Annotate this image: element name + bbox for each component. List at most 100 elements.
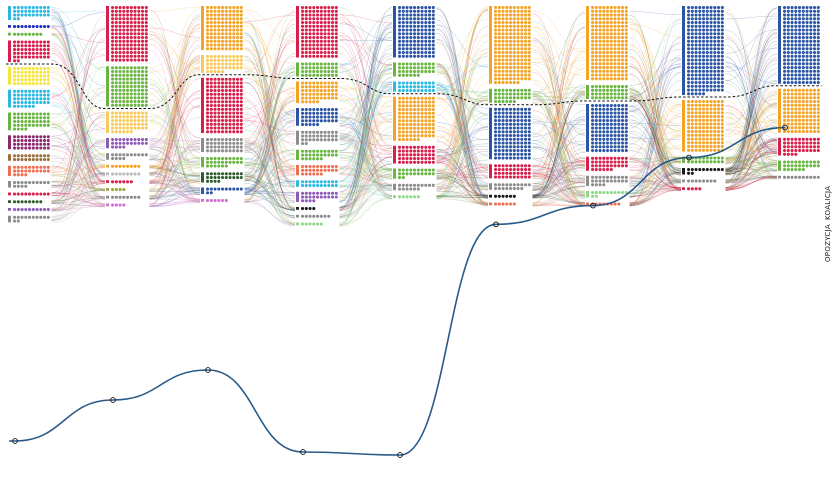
seat-dot [13, 51, 17, 55]
seat-dot [702, 73, 706, 77]
seat-dot [602, 145, 606, 149]
seat-dot [512, 100, 516, 104]
flow-line [339, 117, 393, 137]
flow-line [629, 18, 682, 198]
seat-dot [783, 43, 787, 47]
flow-line [244, 151, 296, 209]
segment-darkblue [8, 25, 50, 29]
seat-dot [602, 164, 606, 168]
seat-dot [118, 203, 122, 207]
seat-dot [304, 168, 308, 172]
seat-dot [694, 24, 698, 28]
seat-dot [398, 70, 402, 74]
column-8 [682, 6, 724, 191]
seat-dot [24, 215, 28, 219]
seat-dot [598, 126, 602, 130]
seat-dot [236, 160, 240, 164]
flow-line [51, 28, 106, 209]
seat-dot [312, 134, 316, 138]
seat-dot [524, 164, 528, 168]
seat-dot [16, 51, 20, 55]
seat-dot [690, 168, 694, 172]
flow-line [629, 172, 682, 206]
flow-line [629, 179, 682, 192]
flow-line [149, 30, 201, 153]
flow-line [532, 22, 586, 95]
seat-dot [617, 85, 621, 89]
seat-dot [28, 78, 32, 82]
flow-line [244, 185, 296, 203]
flow-line [629, 130, 682, 151]
seat-dot [122, 73, 126, 77]
flow-line [339, 116, 393, 137]
seat-dot [236, 157, 240, 161]
seat-dot [494, 73, 498, 77]
seat-dot [694, 133, 698, 137]
seat-dot [46, 181, 50, 185]
seat-dot [594, 122, 598, 126]
seat-dot [416, 39, 420, 43]
flow-line [51, 6, 106, 71]
flow-line [436, 114, 489, 185]
seat-dot [16, 9, 20, 13]
seat-dot [13, 146, 17, 150]
seat-dot [606, 134, 610, 138]
seat-dot [217, 92, 221, 96]
seat-dot [28, 116, 32, 120]
flow-line [51, 161, 106, 191]
flow-line [725, 176, 778, 190]
seat-dot [416, 24, 420, 28]
seat-dot [28, 158, 32, 162]
seat-dot [334, 165, 338, 169]
seat-dot [598, 6, 602, 10]
seat-dot [494, 36, 498, 40]
flow-line [532, 59, 586, 93]
flow-line [725, 35, 778, 116]
seat-dot [705, 168, 709, 172]
seat-dot [217, 58, 221, 62]
seat-dot [409, 66, 413, 70]
flow-line [725, 170, 778, 182]
flow-line [436, 8, 489, 185]
seat-dot [591, 88, 595, 92]
flow-line [51, 187, 106, 207]
seat-dot [786, 39, 790, 43]
seat-dot [35, 97, 39, 101]
flow-line [149, 163, 201, 168]
seat-dot [239, 9, 243, 13]
flow-line [51, 140, 106, 193]
seat-dot [702, 47, 706, 51]
seat-dot [501, 32, 505, 36]
seat-dot [705, 133, 709, 137]
segment-gray [296, 214, 331, 218]
seat-dot [409, 47, 413, 51]
seat-dot [816, 24, 820, 28]
seat-dot [409, 111, 413, 115]
seat-dot [24, 82, 28, 86]
seat-dot [720, 156, 724, 160]
seat-dot [228, 77, 232, 81]
flow-line [532, 49, 586, 191]
seat-dot [224, 81, 228, 85]
seat-dot [617, 9, 621, 13]
seat-dot [698, 107, 702, 111]
seat-dot [312, 54, 316, 58]
flow-line [244, 70, 296, 202]
seat-dot [114, 13, 118, 17]
seat-dot [702, 9, 706, 13]
seat-dot [239, 141, 243, 145]
seat-dot [687, 145, 691, 149]
flow-line [532, 182, 586, 198]
segment-gray [296, 130, 338, 146]
flow-line [629, 172, 682, 207]
seat-dot [606, 130, 610, 134]
seat-dot [13, 173, 17, 177]
seat-dot [24, 13, 28, 17]
seat-dot [228, 115, 232, 119]
seat-dot [46, 158, 50, 162]
seat-dot [690, 73, 694, 77]
seat-dot [118, 47, 122, 51]
flow-line [244, 67, 296, 153]
seat-dot [232, 17, 236, 21]
seat-dot [217, 85, 221, 89]
